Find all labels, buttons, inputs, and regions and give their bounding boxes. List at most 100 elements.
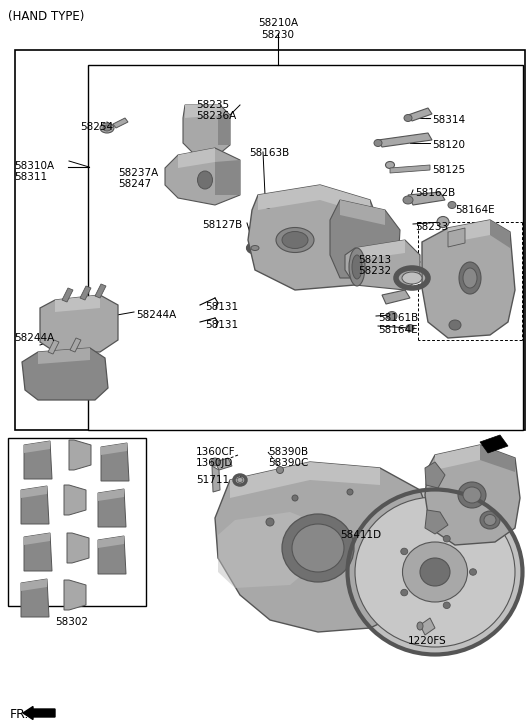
Polygon shape: [101, 443, 127, 455]
Polygon shape: [21, 579, 47, 591]
Ellipse shape: [374, 140, 382, 147]
Polygon shape: [24, 441, 50, 453]
Polygon shape: [95, 284, 106, 298]
Text: 58120: 58120: [432, 140, 465, 150]
Text: 58163B: 58163B: [249, 148, 289, 158]
Polygon shape: [218, 115, 230, 145]
Text: 58302: 58302: [56, 617, 89, 627]
Polygon shape: [330, 200, 400, 278]
Ellipse shape: [401, 590, 408, 596]
Text: 58233: 58233: [415, 222, 448, 232]
Polygon shape: [248, 185, 385, 290]
Polygon shape: [113, 118, 128, 128]
Polygon shape: [38, 348, 90, 364]
Ellipse shape: [420, 558, 450, 586]
Text: 58131: 58131: [205, 320, 238, 330]
Ellipse shape: [347, 489, 353, 495]
Polygon shape: [64, 580, 86, 610]
Ellipse shape: [352, 255, 362, 279]
Polygon shape: [340, 200, 385, 225]
Ellipse shape: [277, 467, 284, 473]
Polygon shape: [425, 445, 520, 545]
Polygon shape: [48, 340, 59, 354]
Ellipse shape: [402, 272, 422, 284]
Text: 58314: 58314: [432, 115, 465, 125]
Polygon shape: [69, 440, 91, 470]
Bar: [8, 438, 146, 606]
Polygon shape: [24, 533, 52, 571]
Text: 58244A: 58244A: [136, 310, 176, 320]
Ellipse shape: [100, 123, 114, 133]
Polygon shape: [448, 220, 490, 243]
Text: 58244A: 58244A: [14, 333, 54, 343]
Polygon shape: [480, 445, 515, 472]
Polygon shape: [490, 220, 510, 248]
Polygon shape: [67, 533, 89, 563]
Polygon shape: [425, 510, 448, 534]
Polygon shape: [22, 348, 108, 400]
Polygon shape: [408, 192, 445, 205]
Polygon shape: [185, 105, 220, 118]
Polygon shape: [215, 160, 240, 195]
Polygon shape: [310, 462, 380, 485]
Polygon shape: [390, 165, 430, 173]
Ellipse shape: [401, 548, 408, 555]
Polygon shape: [435, 445, 480, 470]
Ellipse shape: [265, 201, 271, 209]
Polygon shape: [408, 108, 432, 121]
Text: 58210A: 58210A: [258, 18, 298, 28]
Polygon shape: [21, 579, 49, 617]
Ellipse shape: [349, 248, 365, 286]
Text: (HAND TYPE): (HAND TYPE): [8, 10, 84, 23]
Text: 58162B: 58162B: [415, 188, 455, 198]
Polygon shape: [480, 435, 508, 453]
Text: 58232: 58232: [358, 266, 391, 276]
Ellipse shape: [347, 489, 523, 654]
Ellipse shape: [443, 536, 450, 542]
Ellipse shape: [292, 495, 298, 501]
Ellipse shape: [292, 524, 344, 572]
Text: 1360CF: 1360CF: [196, 447, 236, 457]
Text: 58230: 58230: [261, 30, 295, 40]
Ellipse shape: [417, 622, 423, 630]
Ellipse shape: [459, 262, 481, 294]
Polygon shape: [80, 286, 91, 300]
Polygon shape: [98, 489, 124, 501]
Text: 58127B: 58127B: [202, 220, 242, 230]
Polygon shape: [320, 185, 370, 215]
Ellipse shape: [211, 458, 219, 466]
Text: 58411D: 58411D: [340, 530, 381, 540]
Ellipse shape: [282, 231, 308, 249]
Text: 1220FS: 1220FS: [408, 636, 447, 646]
Ellipse shape: [463, 268, 477, 288]
Ellipse shape: [484, 515, 496, 526]
Ellipse shape: [458, 482, 486, 508]
Ellipse shape: [266, 518, 274, 526]
Text: 58125: 58125: [432, 165, 465, 175]
Ellipse shape: [251, 246, 259, 251]
Text: 58131: 58131: [205, 302, 238, 312]
Bar: [88, 65, 523, 430]
Text: 58213: 58213: [358, 255, 391, 265]
Ellipse shape: [406, 324, 414, 332]
Text: 51711: 51711: [196, 475, 229, 485]
Polygon shape: [230, 462, 310, 498]
Ellipse shape: [386, 161, 395, 169]
Polygon shape: [62, 288, 73, 302]
Ellipse shape: [448, 201, 456, 209]
Bar: [15, 50, 525, 430]
Polygon shape: [64, 485, 86, 515]
Ellipse shape: [263, 199, 273, 211]
Text: 1360JD: 1360JD: [196, 458, 234, 468]
Polygon shape: [420, 618, 435, 635]
Ellipse shape: [403, 196, 413, 204]
Polygon shape: [215, 458, 232, 470]
Polygon shape: [70, 338, 81, 352]
Text: 58390C: 58390C: [268, 458, 309, 468]
Polygon shape: [355, 240, 405, 260]
Ellipse shape: [237, 478, 243, 483]
Text: 58164E: 58164E: [455, 205, 494, 215]
Polygon shape: [21, 486, 49, 524]
Ellipse shape: [437, 217, 449, 228]
Polygon shape: [165, 148, 240, 205]
